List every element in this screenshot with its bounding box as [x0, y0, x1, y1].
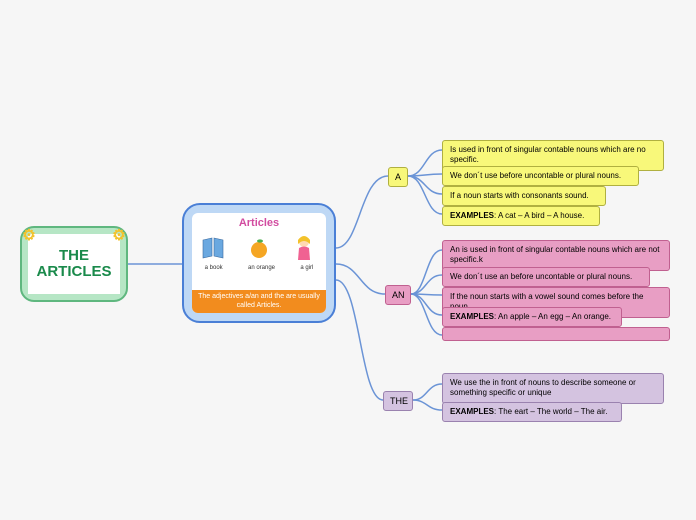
hub-title: Articles — [239, 217, 279, 229]
hub-item-label: a book — [205, 265, 223, 271]
hub-item-label: an orange — [248, 265, 275, 271]
hub-images — [192, 233, 326, 263]
hub-node: Articles a book an orange a girl The adj… — [182, 203, 336, 323]
orange-icon — [244, 233, 274, 263]
leaf-the-0: We use the in front of nouns to describe… — [442, 373, 664, 404]
gear-icon: ⚙ — [112, 228, 126, 242]
branch-a: A — [388, 167, 408, 187]
branch-the: THE — [383, 391, 413, 411]
gear-icon: ⚙ — [22, 228, 36, 242]
girl-icon — [289, 233, 319, 263]
leaf-an-3: EXAMPLES: An apple – An egg – An orange. — [442, 307, 622, 327]
leaf-a-3: EXAMPLES: A cat – A bird – A house. — [442, 206, 600, 226]
hub-labels: a book an orange a girl — [192, 265, 326, 271]
leaf-a-1: We don´t use before uncontable or plural… — [442, 166, 639, 186]
leaf-a-2: If a noun starts with consonants sound. — [442, 186, 606, 206]
root-node: ⚙ ⚙ THE ARTICLES — [20, 226, 128, 302]
leaf-an-4 — [442, 327, 670, 341]
hub-banner: The adjectives a/an and the are usually … — [192, 290, 326, 313]
hub-inner: Articles a book an orange a girl The adj… — [192, 213, 326, 313]
branch-an: AN — [385, 285, 411, 305]
leaf-the-1: EXAMPLES: The eart – The world – The air… — [442, 402, 622, 422]
hub-item-label: a girl — [300, 265, 313, 271]
root-title: THE ARTICLES — [28, 248, 120, 281]
book-icon — [199, 233, 229, 263]
leaf-an-1: We don´t use an before uncontable or plu… — [442, 267, 650, 287]
root-inner: ⚙ ⚙ THE ARTICLES — [28, 234, 120, 294]
